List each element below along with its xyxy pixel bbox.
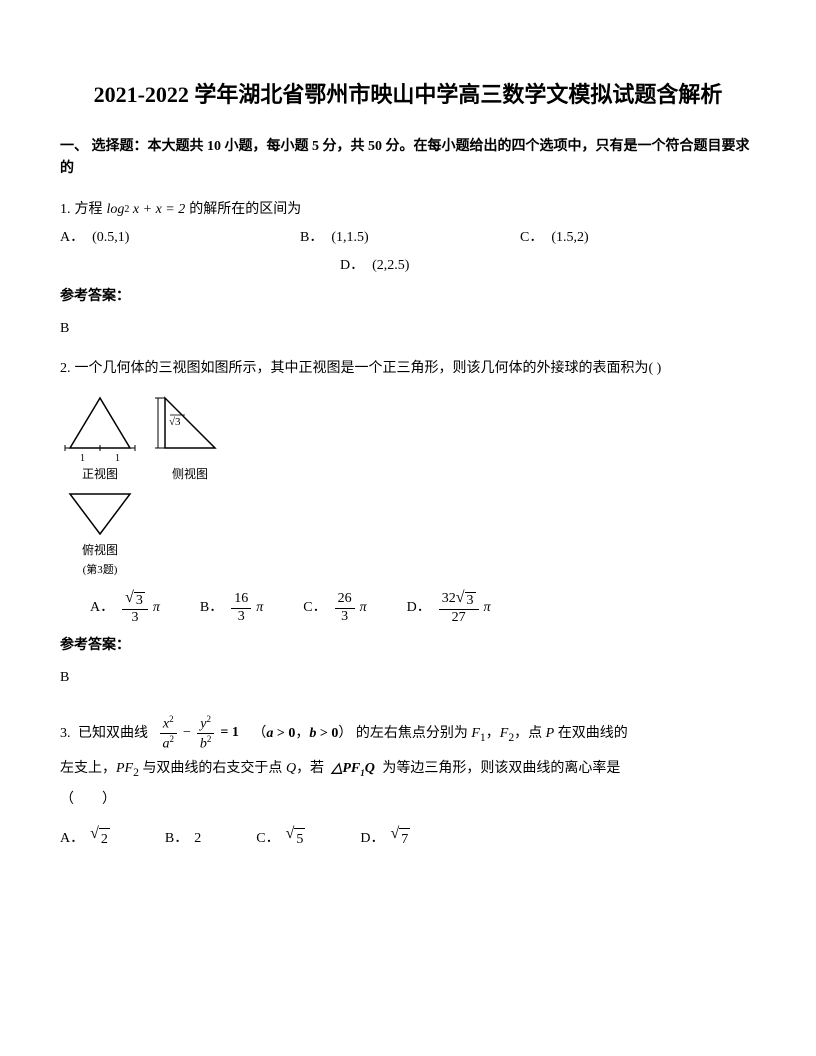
- q2-choice-a: A． √3 3 π: [90, 590, 160, 628]
- q1-choice-a: (0.5,1): [92, 227, 129, 249]
- section-header: 一、 选择题：本大题共 10 小题，每小题 5 分，共 50 分。在每小题给出的…: [60, 136, 756, 181]
- q1-text-before: 方程: [75, 199, 103, 221]
- q2-number: 2.: [60, 355, 71, 383]
- q3-text-mid1: 的左右焦点分别为 F1，F2，点 P 在双曲线的: [356, 726, 628, 741]
- top-view: 俯视图 (第3题): [60, 489, 140, 580]
- q3-text-before: 已知双曲线: [78, 726, 148, 741]
- q2-text: 一个几何体的三视图如图所示，其中正视图是一个正三角形，则该几何体的外接球的表面积…: [75, 355, 662, 383]
- exam-title: 2021-2022 学年湖北省鄂州市映山中学高三数学文模拟试题含解析: [60, 80, 756, 111]
- q1-choice-a-label: A．: [60, 227, 84, 249]
- q3-choice-d: D． √7: [360, 826, 410, 851]
- q2-choice-b: B． 16 3 π: [200, 591, 263, 626]
- q1-answer: B: [60, 318, 756, 340]
- question-1: 1. 方程 log2 x + x = 2 的解所在的区间为 A． (0.5,1)…: [60, 199, 756, 278]
- top-view-svg: [60, 489, 140, 539]
- q2-answer-label: 参考答案：: [60, 635, 756, 657]
- q1-choice-d-label: D．: [340, 255, 364, 277]
- q3-number: 3.: [60, 726, 71, 741]
- front-view: 1 1 正视图: [60, 393, 140, 484]
- q3-choice-a: A． √2: [60, 826, 110, 851]
- q3-text-mid2: 左支上，PF2 与双曲线的右支交于点 Q，若: [60, 761, 324, 776]
- top-view-label: 俯视图: [82, 541, 118, 560]
- q2-choices: A． √3 3 π B． 16 3 π C． 26 3 π D． 32√3 27…: [90, 590, 756, 628]
- q2-answer: B: [60, 667, 756, 689]
- front-view-label: 正视图: [82, 465, 118, 484]
- q3-condition: （a > 0，b > 0）: [252, 726, 352, 741]
- q3-choices: A． √2 B． 2 C． √5 D． √7: [60, 826, 756, 851]
- q1-number: 1.: [60, 199, 71, 221]
- side-view: √3 侧视图: [155, 393, 225, 484]
- q3-hyperbola-formula: x2 a2 − y2 b2 = 1: [158, 714, 243, 754]
- figure-caption: (第3题): [83, 562, 118, 580]
- q3-choice-b: B． 2: [165, 828, 201, 850]
- q1-choice-c: (1.5,2): [551, 227, 588, 249]
- side-view-label: 侧视图: [172, 465, 208, 484]
- q2-choice-d: D． 32√3 27 π: [407, 590, 491, 628]
- svg-text:1: 1: [80, 453, 85, 463]
- question-2: 2. 一个几何体的三视图如图所示，其中正视图是一个正三角形，则该几何体的外接球的…: [60, 355, 756, 383]
- question-3: 3. 已知双曲线 x2 a2 − y2 b2 = 1 （a > 0，b > 0）…: [60, 714, 756, 816]
- q1-choice-b: (1,1.5): [331, 227, 368, 249]
- svg-text:1: 1: [115, 453, 120, 463]
- q3-text-after: 为等边三角形，则该双曲线的离心率是: [382, 761, 620, 776]
- q1-answer-label: 参考答案：: [60, 286, 756, 308]
- q3-triangle: △PF1Q: [332, 761, 375, 776]
- side-view-svg: √3: [155, 393, 225, 463]
- three-view-figure: 1 1 正视图 √3 侧视图: [60, 393, 756, 580]
- q1-choice-b-label: B．: [300, 227, 323, 249]
- svg-text:√3: √3: [169, 416, 181, 428]
- q3-blank: （ ）: [60, 792, 116, 807]
- q2-choice-c: C． 26 3 π: [303, 591, 366, 626]
- q1-text-after: 的解所在的区间为: [189, 199, 301, 221]
- q3-choice-c: C． √5: [256, 826, 305, 851]
- q1-formula: log2 x + x = 2: [107, 199, 186, 221]
- q1-choice-c-label: C．: [520, 227, 543, 249]
- front-view-svg: 1 1: [60, 393, 140, 463]
- q1-choice-d: (2,2.5): [372, 255, 409, 277]
